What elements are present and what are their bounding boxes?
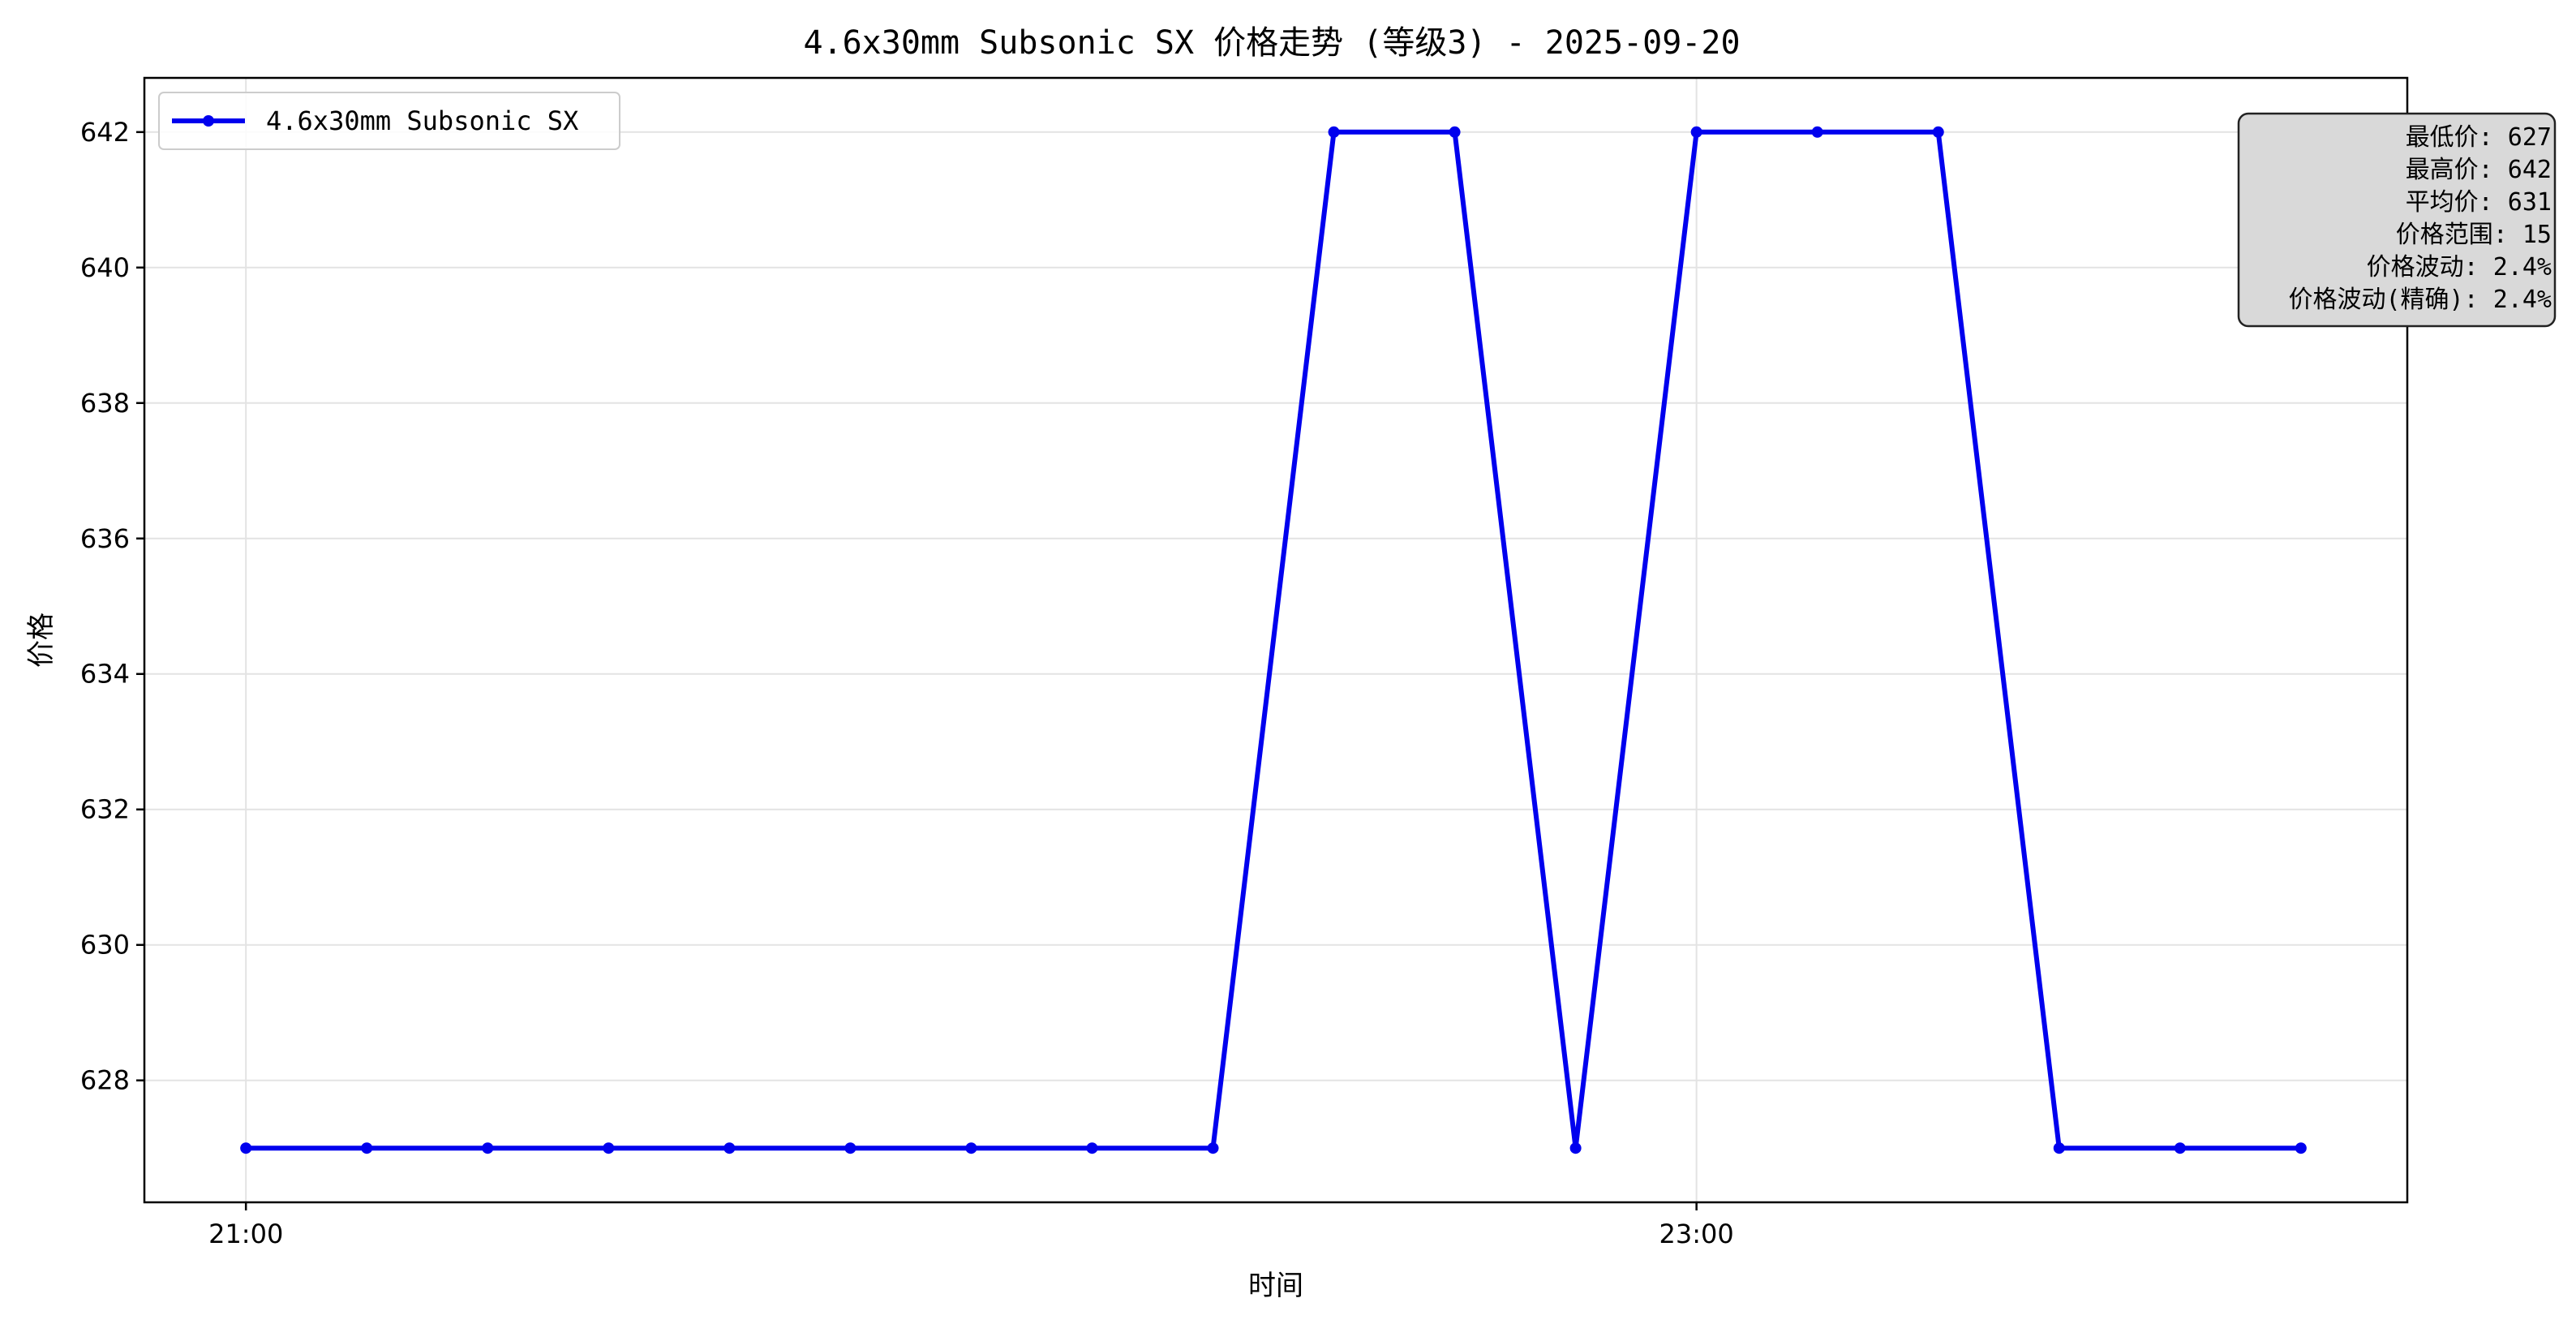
- legend-frame: [158, 92, 620, 150]
- data-point: [965, 1142, 977, 1154]
- stats-max-price: 最高价: 642: [2406, 156, 2552, 184]
- y-axis-label: 价格: [25, 613, 58, 668]
- data-series: [240, 126, 2307, 1154]
- chart-legend: 4.6x30mm Subsonic SX: [158, 92, 620, 150]
- y-tick-label: 634: [80, 659, 130, 690]
- data-point: [723, 1142, 736, 1154]
- data-point: [1086, 1142, 1098, 1154]
- y-tick-label: 636: [80, 523, 130, 554]
- data-point: [1932, 126, 1944, 138]
- x-axis-label: 时间: [1248, 1270, 1303, 1302]
- y-tick-label: 630: [80, 930, 130, 961]
- grid-lines: [144, 78, 2407, 1202]
- stats-price-volatility-precise: 价格波动(精确): 2.4%: [2289, 286, 2552, 314]
- data-point: [1207, 1142, 1219, 1154]
- legend-entry-label: 4.6x30mm Subsonic SX: [266, 105, 578, 136]
- data-point: [603, 1142, 615, 1154]
- stats-price-range: 价格范围: 15: [2396, 221, 2552, 249]
- data-point: [1690, 126, 1702, 138]
- data-point: [1449, 126, 1461, 138]
- axis-ticks: 628 630 632 634 636 638 640 642 21:00 23:00: [80, 117, 1734, 1249]
- data-point: [1328, 126, 1340, 138]
- chart-title: 4.6x30mm Subsonic SX 价格走势 (等级3) - 2025-0…: [803, 24, 1740, 62]
- data-point: [2053, 1142, 2065, 1154]
- stats-price-volatility: 价格波动: 2.4%: [2367, 253, 2552, 282]
- data-point: [1811, 126, 1823, 138]
- data-point: [361, 1142, 373, 1154]
- data-point: [482, 1142, 494, 1154]
- data-point: [1569, 1142, 1582, 1154]
- legend-marker-swatch: [203, 115, 214, 127]
- data-point: [844, 1142, 857, 1154]
- y-tick-label: 640: [80, 252, 130, 283]
- y-tick-label: 628: [80, 1065, 130, 1096]
- price-stats-box: 最低价: 627 最高价: 642 平均价: 631 价格范围: 15 价格波动…: [2237, 112, 2557, 328]
- y-tick-label: 632: [80, 794, 130, 825]
- x-tick-label: 23:00: [1659, 1219, 1734, 1249]
- x-tick-label: 21:00: [208, 1219, 283, 1249]
- plot-area-frame: [143, 76, 2409, 1204]
- stats-min-price: 最低价: 627: [2406, 123, 2552, 152]
- stats-avg-price: 平均价: 631: [2406, 188, 2552, 217]
- data-point: [2295, 1142, 2307, 1154]
- series-line: [243, 129, 2303, 1151]
- data-point: [2174, 1142, 2186, 1154]
- y-tick-label: 638: [80, 388, 130, 419]
- data-point: [240, 1142, 252, 1154]
- y-tick-label: 642: [80, 117, 130, 148]
- stats-box-frame: [2237, 112, 2557, 328]
